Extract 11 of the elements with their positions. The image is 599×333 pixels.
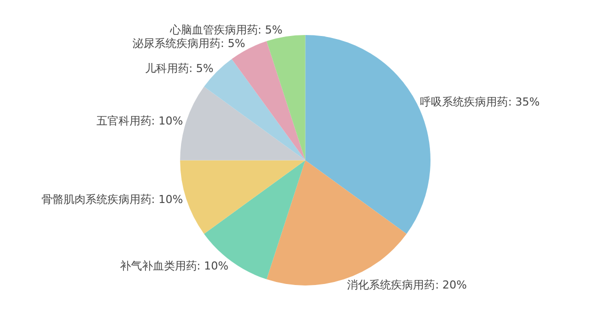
pie-slice xyxy=(204,160,306,280)
slice-label: 补气补血类用药: 10% xyxy=(120,259,228,272)
slice-label: 消化系统疾病用药: 20% xyxy=(347,278,467,292)
slice-label: 呼吸系统疾病用药: 35% xyxy=(420,96,540,109)
pie-slice xyxy=(266,35,306,160)
slice-label: 泌尿系统疾病用药: 5% xyxy=(132,37,246,50)
slice-label: 心脑血管疾病用药: 5% xyxy=(168,24,282,37)
slice-label: 儿科用药: 5% xyxy=(144,62,214,75)
pie-slice xyxy=(305,35,430,234)
slice-label: 五官科用药: 10% xyxy=(96,114,183,128)
slice-label: 骨骼肌肉系统疾病用药: 10% xyxy=(41,193,183,206)
